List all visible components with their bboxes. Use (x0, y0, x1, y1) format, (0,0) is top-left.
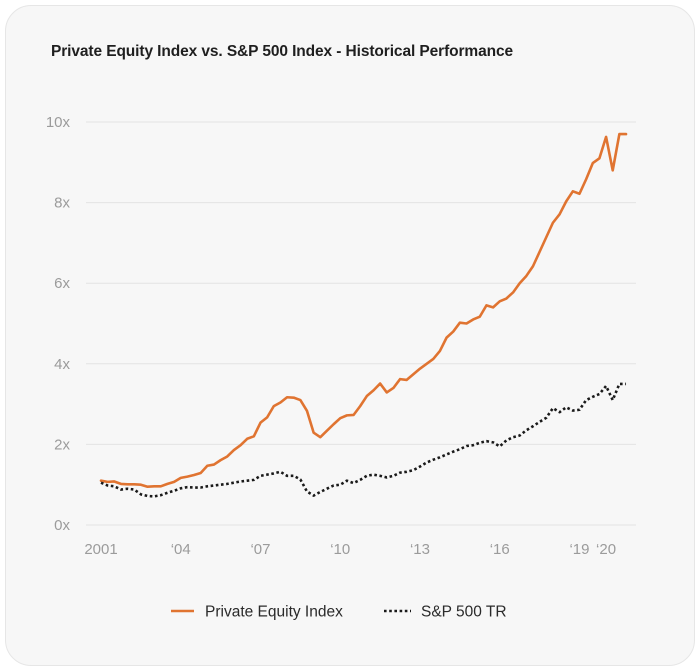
legend-label: S&P 500 TR (421, 604, 507, 621)
y-axis-ticks: 0x 2x 4x 6x 8x 10x (46, 114, 71, 534)
chart-title: Private Equity Index vs. S&P 500 Index -… (51, 43, 514, 60)
x-tick-label: ‘04 (171, 541, 191, 558)
y-tick-label: 2x (54, 436, 70, 453)
legend: Private Equity Index S&P 500 TR (171, 604, 507, 621)
x-axis-ticks: 2001 ‘04 ‘07 ‘10 ‘13 ‘16 ‘19 ‘20 (84, 541, 616, 558)
series-line-private-equity (99, 132, 628, 489)
x-tick-label: 2001 (84, 541, 117, 558)
x-tick-label: ‘20 (596, 541, 616, 558)
x-tick-label: ‘19 (569, 541, 589, 558)
y-tick-label: 10x (46, 114, 71, 131)
x-tick-label: ‘16 (490, 541, 510, 558)
y-tick-label: 4x (54, 356, 70, 373)
legend-label: Private Equity Index (205, 604, 343, 621)
x-tick-label: ‘10 (330, 541, 350, 558)
series-lines (99, 132, 628, 498)
gridlines (86, 121, 636, 526)
x-tick-label: ‘07 (250, 541, 270, 558)
x-tick-label: ‘13 (410, 541, 430, 558)
y-tick-label: 8x (54, 195, 70, 212)
y-tick-label: 6x (54, 275, 70, 292)
chart-card (5, 5, 695, 666)
y-tick-label: 0x (54, 517, 70, 534)
